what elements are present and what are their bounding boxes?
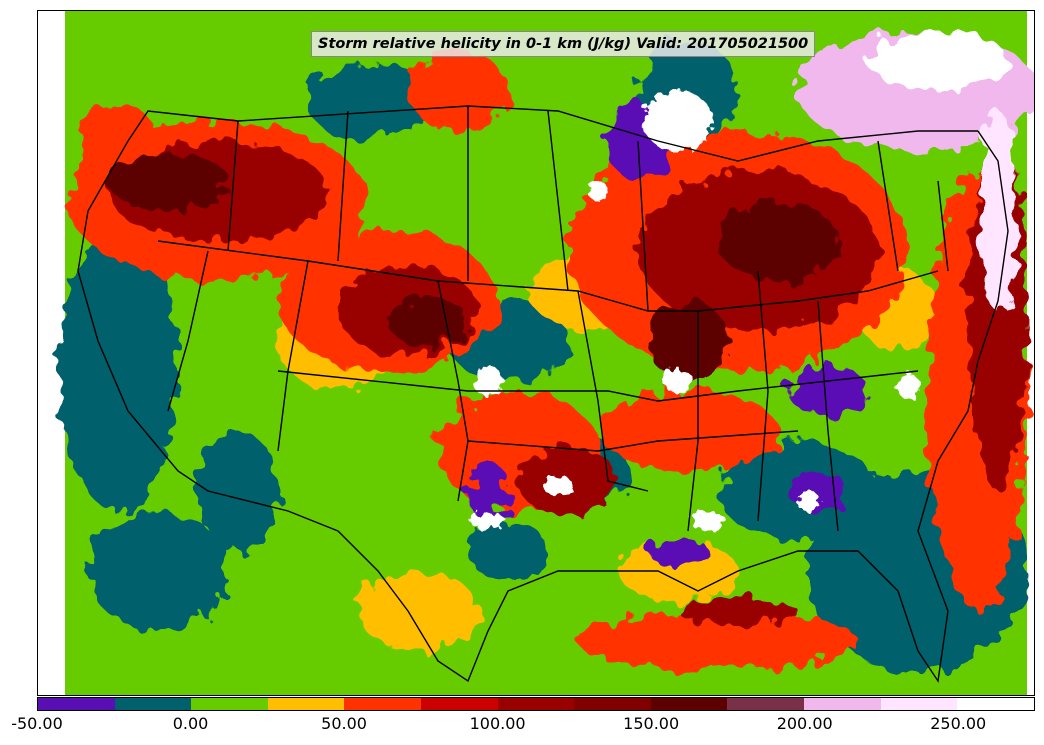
colorbar-segment — [114, 698, 192, 710]
colorbar-segment — [191, 698, 268, 710]
colorbar-segment — [957, 698, 1034, 710]
colorbar-segment — [650, 698, 728, 710]
colorbar-segment — [497, 698, 575, 710]
colorbar-tick-label: -50.00 — [11, 714, 63, 733]
colorbar-ticks: -50.00 0.00 50.00 100.00 150.00 200.00 250.00 — [0, 712, 1044, 742]
colorbar-tick-label: 150.00 — [623, 714, 680, 733]
colorbar-tick-label: 0.00 — [172, 714, 209, 733]
colorbar — [37, 697, 1035, 711]
colorbar-segment — [880, 698, 958, 710]
colorbar-tick-label: 200.00 — [776, 714, 833, 733]
colorbar-segment — [38, 698, 115, 710]
map-panel: Storm relative helicity in 0-1 km (J/kg)… — [37, 10, 1035, 696]
colorbar-segment — [421, 698, 498, 710]
colorbar-segment — [267, 698, 345, 710]
colorbar-segment — [344, 698, 422, 710]
colorbar-segment — [804, 698, 881, 710]
colorbar-tick-label: 100.00 — [469, 714, 526, 733]
helicity-maxima — [470, 91, 920, 531]
colorbar-tick-label: 50.00 — [321, 714, 367, 733]
state-boundaries — [77, 105, 1009, 683]
colorbar-segment — [727, 698, 805, 710]
map-title: Storm relative helicity in 0-1 km (J/kg)… — [311, 31, 816, 57]
helicity-map — [38, 11, 1034, 695]
colorbar-segment — [574, 698, 651, 710]
colorbar-tick-label: 250.00 — [930, 714, 987, 733]
